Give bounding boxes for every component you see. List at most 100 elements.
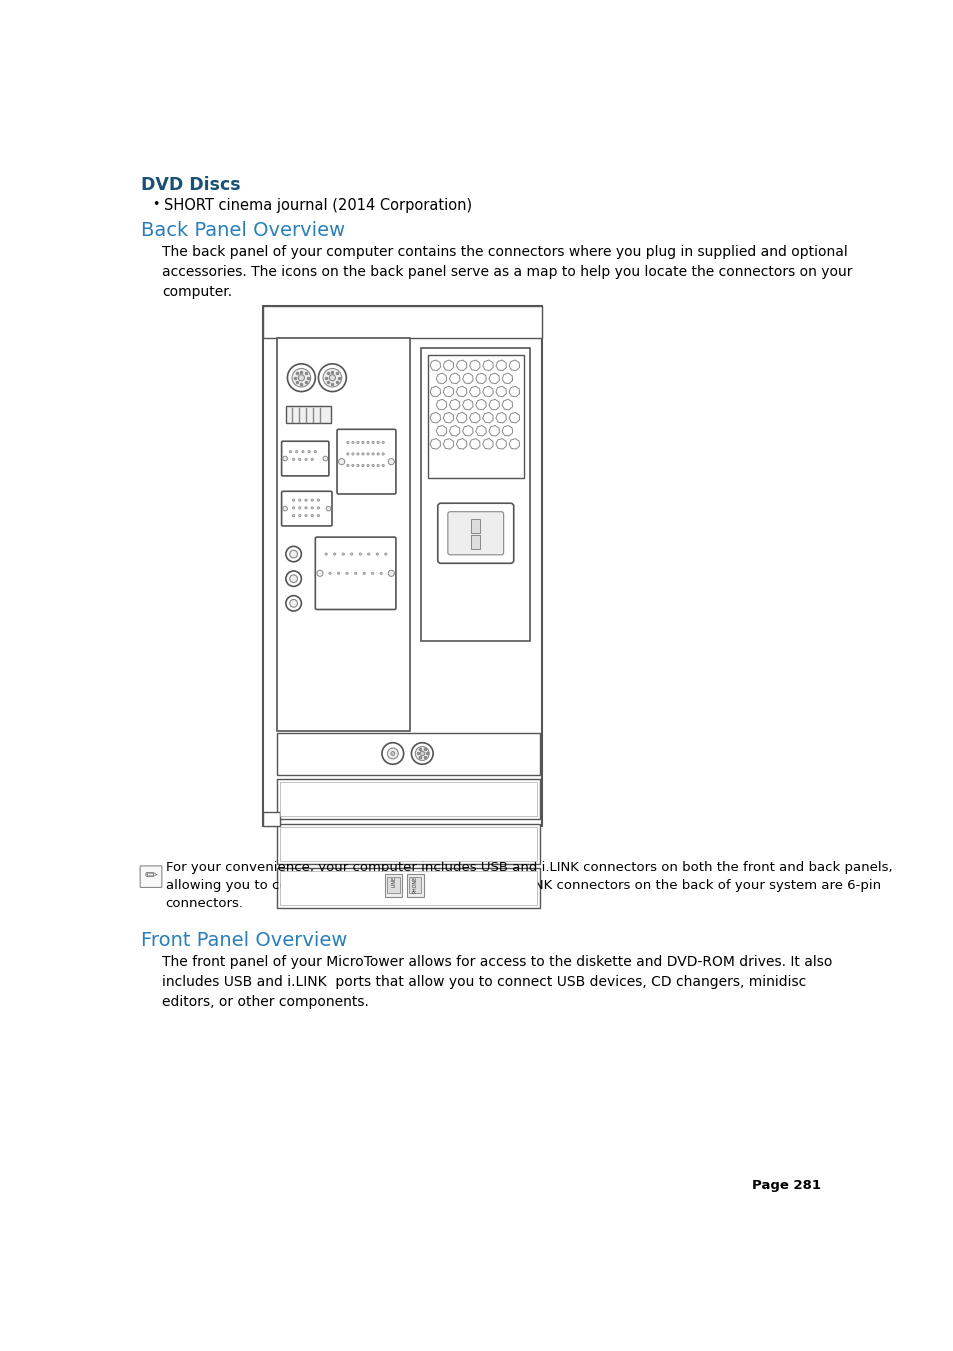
Bar [279,871,537,905]
Polygon shape [456,439,466,449]
Bar [276,869,539,908]
Circle shape [346,465,349,466]
Polygon shape [456,412,466,423]
Polygon shape [509,361,519,370]
Text: Front Panel Overview: Front Panel Overview [141,931,347,950]
Circle shape [293,458,294,461]
Polygon shape [496,386,506,397]
Circle shape [352,465,354,466]
Circle shape [308,450,310,453]
Bar [471,519,480,534]
Text: ✏: ✏ [145,869,157,884]
Circle shape [367,442,369,443]
Circle shape [337,571,339,574]
Text: The back panel of your computer contains the connectors where you plug in suppli: The back panel of your computer contains… [162,246,851,300]
Polygon shape [436,373,446,384]
Bar [385,874,402,897]
Polygon shape [469,386,479,397]
Circle shape [376,442,379,443]
Circle shape [298,499,301,501]
Circle shape [298,515,301,516]
Circle shape [305,515,307,516]
Polygon shape [443,361,454,370]
Polygon shape [501,400,512,409]
Circle shape [305,507,307,509]
Circle shape [361,465,364,466]
Circle shape [356,442,358,443]
Circle shape [323,369,341,386]
Circle shape [346,571,348,574]
Polygon shape [469,361,479,370]
Bar [421,349,530,642]
Circle shape [371,571,374,574]
Polygon shape [482,361,493,370]
FancyBboxPatch shape [447,512,503,555]
Circle shape [295,450,297,453]
Text: SHORT cinema journal (2014 Corporation): SHORT cinema journal (2014 Corporation) [164,197,472,212]
Bar [276,732,539,775]
Circle shape [301,450,304,453]
Circle shape [293,499,294,501]
Bar [471,535,480,549]
Bar [262,307,541,339]
Polygon shape [436,426,446,436]
Circle shape [316,570,323,577]
Circle shape [317,515,319,516]
Polygon shape [430,439,440,449]
Circle shape [388,458,394,465]
Circle shape [282,507,287,511]
Circle shape [318,363,346,392]
Circle shape [361,442,364,443]
Circle shape [375,553,378,555]
Text: Page 281: Page 281 [752,1178,821,1192]
Circle shape [376,453,379,455]
Circle shape [388,570,394,577]
Circle shape [311,458,313,461]
Circle shape [298,507,301,509]
Circle shape [419,751,424,755]
Text: DVD Discs: DVD Discs [141,176,240,195]
Circle shape [346,453,349,455]
Polygon shape [443,439,454,449]
Polygon shape [443,412,454,423]
Circle shape [352,453,354,455]
Bar [276,780,539,819]
Polygon shape [476,426,486,436]
Circle shape [381,465,384,466]
Polygon shape [462,400,473,409]
Polygon shape [496,361,506,370]
Circle shape [381,743,403,765]
Circle shape [352,442,354,443]
Text: Back Panel Overview: Back Panel Overview [141,220,345,239]
Circle shape [367,465,369,466]
Polygon shape [496,412,506,423]
FancyBboxPatch shape [437,503,513,563]
Polygon shape [501,373,512,384]
Circle shape [358,553,361,555]
Polygon shape [449,400,459,409]
FancyBboxPatch shape [140,866,162,888]
Text: The front panel of your MicroTower allows for access to the diskette and DVD-ROM: The front panel of your MicroTower allow… [162,955,831,1009]
Circle shape [384,553,387,555]
Circle shape [286,546,301,562]
Bar [276,824,539,863]
Circle shape [317,499,319,501]
FancyBboxPatch shape [315,538,395,609]
Text: •: • [152,197,159,211]
Bar [262,812,279,825]
Polygon shape [489,400,498,409]
Bar [262,307,541,825]
Circle shape [323,457,328,461]
Circle shape [326,507,331,511]
Circle shape [379,571,382,574]
Polygon shape [482,386,493,397]
Circle shape [338,458,344,465]
Bar [279,827,537,861]
Polygon shape [489,426,498,436]
Polygon shape [476,373,486,384]
Circle shape [311,507,313,509]
FancyBboxPatch shape [281,492,332,526]
Circle shape [298,374,304,381]
Circle shape [372,465,374,466]
Circle shape [329,571,331,574]
